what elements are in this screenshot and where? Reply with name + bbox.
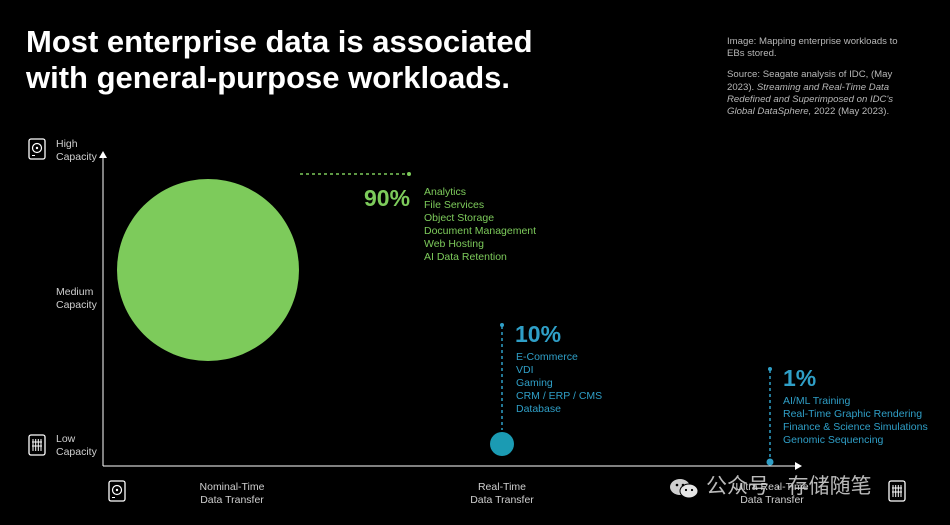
- source-note: Image: Mapping enterprise workloads to E…: [727, 36, 917, 127]
- y-label-high-line1: High: [56, 138, 78, 150]
- workload-list-general-purpose: Analytics File Services Object Storage D…: [424, 186, 536, 264]
- y-label-high-line2: Capacity: [56, 150, 97, 163]
- y-axis-arrow: [99, 151, 107, 158]
- pct-label-10: 10%: [515, 321, 562, 347]
- leader-dot-real-time: [500, 323, 504, 327]
- x-label-ultra-real-time: Ultra Real-Time Data Transfer: [722, 481, 822, 506]
- y-label-medium-line1: Medium: [56, 286, 94, 298]
- y-label-low-line1: Low: [56, 433, 76, 445]
- title-line-1: Most enterprise data is associated: [26, 24, 533, 59]
- y-label-high-capacity: High Capacity: [56, 138, 97, 163]
- y-label-medium-line2: Capacity: [56, 298, 97, 311]
- ssd-chip-icon: [888, 480, 906, 502]
- workload-list-real-time: E-Commerce VDI Gaming CRM / ERP / CMS Da…: [516, 351, 602, 416]
- x-label-realtime-line1: Real-Time: [477, 481, 527, 493]
- list-item: Real-Time Graphic Rendering: [783, 408, 923, 420]
- x-label-ultra-line2: Data Transfer: [740, 493, 804, 506]
- pct-label-90: 90%: [364, 185, 411, 211]
- y-label-low-line2: Capacity: [56, 445, 97, 458]
- list-item: CRM / ERP / CMS: [516, 390, 603, 402]
- list-item: AI Data Retention: [424, 251, 507, 263]
- wechat-icon: [670, 479, 699, 499]
- x-label-nominal-line1: Nominal-Time: [199, 481, 265, 493]
- list-item: Web Hosting: [424, 238, 484, 250]
- leader-dot-general-purpose: [407, 172, 411, 176]
- page-title: Most enterprise data is associated with …: [26, 24, 646, 96]
- x-label-real-time: Real-Time Data Transfer: [452, 481, 552, 506]
- hard-drive-icon: [108, 480, 126, 502]
- list-item: Gaming: [516, 377, 553, 389]
- image-caption: Image: Mapping enterprise workloads to E…: [727, 36, 898, 60]
- workload-list-ultra-real-time: AI/ML Training Real-Time Graphic Renderi…: [783, 395, 928, 447]
- list-item: VDI: [516, 364, 534, 376]
- bubble-real-time: [490, 432, 514, 456]
- watermark-text: 公众号 · 存储随笔: [706, 475, 872, 498]
- list-item: Genomic Sequencing: [783, 434, 884, 446]
- hard-drive-icon: [28, 138, 46, 160]
- list-item: AI/ML Training: [783, 395, 851, 407]
- source-suffix: 2022 (May 2023).: [813, 106, 890, 118]
- x-label-nominal-line2: Data Transfer: [200, 493, 264, 506]
- x-axis-arrow: [795, 462, 802, 470]
- list-item: Database: [516, 403, 561, 415]
- ssd-chip-icon: [28, 434, 46, 456]
- source-citation: Source: Seagate analysis of IDC, (May 20…: [727, 69, 917, 118]
- y-label-low-capacity: Low Capacity: [56, 433, 97, 458]
- list-item: Finance & Science Simulations: [783, 421, 928, 433]
- x-label-realtime-line2: Data Transfer: [470, 493, 534, 506]
- list-item: E-Commerce: [516, 351, 578, 363]
- pct-label-1: 1%: [783, 365, 817, 391]
- source-italic: Streaming and Real-Time Data Redefined a…: [727, 81, 894, 118]
- list-item: File Services: [424, 199, 485, 211]
- list-item: Analytics: [424, 186, 467, 198]
- x-label-nominal-time: Nominal-Time Data Transfer: [182, 481, 282, 506]
- list-item: Object Storage: [424, 212, 495, 224]
- title-line-2: with general-purpose workloads.: [26, 60, 511, 95]
- bubble-general-purpose: [117, 179, 299, 361]
- x-label-ultra-line1: Ultra Real-Time: [735, 481, 809, 493]
- source-prefix: Source: Seagate analysis of IDC, (May 20…: [727, 69, 893, 93]
- y-label-medium-capacity: Medium Capacity: [56, 286, 97, 311]
- list-item: Document Management: [424, 225, 537, 237]
- bubble-ultra-real-time: [766, 458, 774, 466]
- leader-dot-ultra-real-time: [768, 367, 772, 371]
